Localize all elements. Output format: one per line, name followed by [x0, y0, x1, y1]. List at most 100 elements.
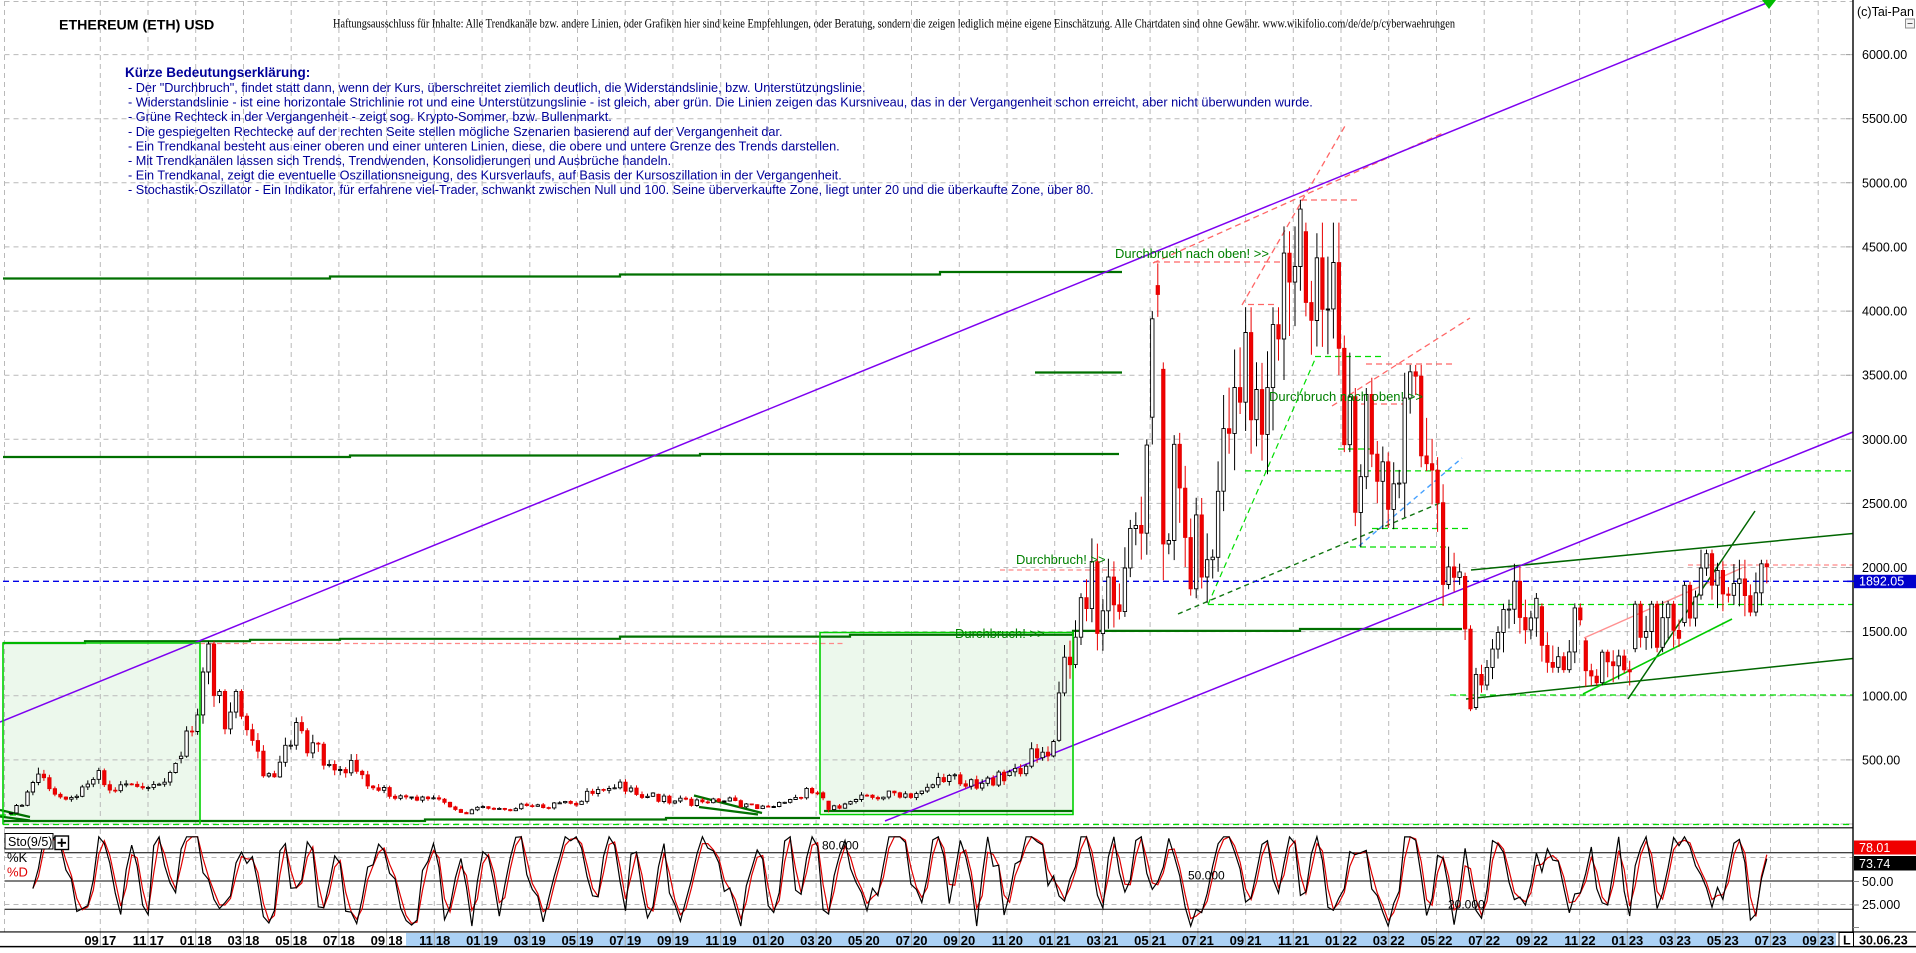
svg-text:%D: %D: [7, 865, 28, 880]
svg-text:09: 09: [84, 933, 98, 948]
svg-text:Haftungsausschluss für Inhalte: Haftungsausschluss für Inhalte: Alle Tre…: [333, 17, 1456, 31]
svg-text:07: 07: [609, 933, 623, 948]
svg-text:17: 17: [150, 933, 164, 948]
svg-text:20: 20: [865, 933, 879, 948]
svg-text:11: 11: [992, 933, 1006, 948]
svg-text:07: 07: [1755, 933, 1769, 948]
svg-text:19: 19: [627, 933, 641, 948]
svg-text:- Widerstandslinie - ist eine: - Widerstandslinie - ist eine horizontal…: [128, 96, 1313, 110]
svg-text:09: 09: [1230, 933, 1244, 948]
svg-text:20.000: 20.000: [1448, 898, 1485, 912]
svg-text:05: 05: [562, 933, 576, 948]
svg-text:21: 21: [1247, 933, 1261, 948]
svg-text:05: 05: [848, 933, 862, 948]
svg-text:01: 01: [1039, 933, 1053, 948]
svg-text:19: 19: [579, 933, 593, 948]
svg-text:6000.00: 6000.00: [1862, 48, 1907, 62]
svg-text:5500.00: 5500.00: [1862, 112, 1907, 126]
svg-text:23: 23: [1724, 933, 1738, 948]
svg-text:07: 07: [1468, 933, 1482, 948]
svg-text:- Die gespiegelten Rechtecke a: - Die gespiegelten Rechtecke auf der rec…: [128, 125, 783, 139]
svg-text:3500.00: 3500.00: [1862, 369, 1907, 383]
svg-text:L: L: [1843, 934, 1851, 948]
svg-text:01: 01: [1325, 933, 1339, 948]
svg-text:78.01: 78.01: [1859, 841, 1890, 855]
svg-text:22: 22: [1390, 933, 1404, 948]
svg-text:- Der "Durchbruch", findet sta: - Der "Durchbruch", findet statt dann, w…: [128, 81, 865, 95]
svg-text:01: 01: [752, 933, 766, 948]
svg-text:11: 11: [419, 933, 433, 948]
svg-text:09: 09: [371, 933, 385, 948]
svg-text:18: 18: [197, 933, 211, 948]
svg-text:01: 01: [1611, 933, 1625, 948]
svg-text:18: 18: [388, 933, 402, 948]
svg-text:18: 18: [245, 933, 259, 948]
svg-text:3000.00: 3000.00: [1862, 433, 1907, 447]
svg-text:2000.00: 2000.00: [1862, 561, 1907, 575]
svg-text:1500.00: 1500.00: [1862, 625, 1907, 639]
svg-text:03: 03: [1086, 933, 1100, 948]
svg-text:50.00: 50.00: [1862, 875, 1893, 889]
svg-text:- Stochastik-Oszillator - Ein: - Stochastik-Oszillator - Ein Indikator,…: [128, 183, 1094, 197]
svg-text:23: 23: [1772, 933, 1786, 948]
svg-text:23: 23: [1677, 933, 1691, 948]
svg-text:25.000: 25.000: [1862, 898, 1900, 912]
svg-text:22: 22: [1486, 933, 1500, 948]
svg-text:Sto(9/5): Sto(9/5): [8, 835, 52, 849]
svg-text:19: 19: [674, 933, 688, 948]
svg-text:11: 11: [133, 933, 147, 948]
svg-text:19: 19: [722, 933, 736, 948]
svg-text:03: 03: [514, 933, 528, 948]
svg-text:03: 03: [1373, 933, 1387, 948]
svg-text:1892.05: 1892.05: [1859, 575, 1904, 589]
svg-text:30.06.23: 30.06.23: [1859, 934, 1908, 948]
svg-text:22: 22: [1533, 933, 1547, 948]
svg-text:22: 22: [1343, 933, 1357, 948]
svg-text:Durchbruch nach oben! >>: Durchbruch nach oben! >>: [1269, 389, 1423, 404]
svg-text:18: 18: [436, 933, 450, 948]
svg-text:- Mit Trendkanälen lassen sich: - Mit Trendkanälen lassen sich Trends, T…: [128, 154, 671, 168]
svg-text:07: 07: [323, 933, 337, 948]
svg-text:1000.00: 1000.00: [1862, 689, 1907, 703]
svg-text:22: 22: [1438, 933, 1452, 948]
svg-text:11: 11: [1278, 933, 1292, 948]
svg-text:Kürze Bedeutungserklärung:: Kürze Bedeutungserklärung:: [125, 65, 310, 80]
svg-text:4000.00: 4000.00: [1862, 305, 1907, 319]
svg-text:18: 18: [340, 933, 354, 948]
svg-text:05: 05: [1420, 933, 1434, 948]
svg-text:09: 09: [1516, 933, 1530, 948]
svg-text:07: 07: [1182, 933, 1196, 948]
svg-text:73.74: 73.74: [1859, 857, 1890, 871]
svg-text:21: 21: [1199, 933, 1213, 948]
svg-text:(c)Tai-Pan: (c)Tai-Pan: [1857, 5, 1914, 19]
svg-text:01: 01: [466, 933, 480, 948]
svg-text:05: 05: [275, 933, 289, 948]
svg-text:20: 20: [818, 933, 832, 948]
svg-text:Durchbruch! >>: Durchbruch! >>: [1016, 552, 1106, 567]
svg-text:19: 19: [484, 933, 498, 948]
svg-text:4500.00: 4500.00: [1862, 240, 1907, 254]
svg-text:%K: %K: [7, 850, 28, 865]
svg-text:20: 20: [1008, 933, 1022, 948]
svg-text:Durchbruch nach oben! >>: Durchbruch nach oben! >>: [1115, 246, 1269, 261]
svg-text:11: 11: [705, 933, 719, 948]
svg-text:09: 09: [1802, 933, 1816, 948]
svg-text:21: 21: [1056, 933, 1070, 948]
svg-text:20: 20: [961, 933, 975, 948]
svg-text:22: 22: [1581, 933, 1595, 948]
svg-text:03: 03: [227, 933, 241, 948]
svg-text:23: 23: [1629, 933, 1643, 948]
svg-text:500.00: 500.00: [1862, 753, 1900, 767]
svg-text:50.000: 50.000: [1188, 869, 1225, 883]
svg-text:ETHEREUM (ETH) USD: ETHEREUM (ETH) USD: [59, 18, 214, 34]
svg-text:- Ein Trendkanal besteht aus e: - Ein Trendkanal besteht aus einer obere…: [128, 139, 840, 153]
svg-text:03: 03: [800, 933, 814, 948]
svg-text:80.000: 80.000: [822, 839, 859, 853]
svg-text:- Ein Trendkanal, zeigt die ev: - Ein Trendkanal, zeigt die eventuelle O…: [128, 169, 842, 183]
svg-text:05: 05: [1707, 933, 1721, 948]
svg-text:21: 21: [1104, 933, 1118, 948]
svg-text:23: 23: [1820, 933, 1834, 948]
svg-text:Durchbruch! >>: Durchbruch! >>: [955, 626, 1045, 641]
svg-text:03: 03: [1659, 933, 1673, 948]
svg-text:21: 21: [1152, 933, 1166, 948]
